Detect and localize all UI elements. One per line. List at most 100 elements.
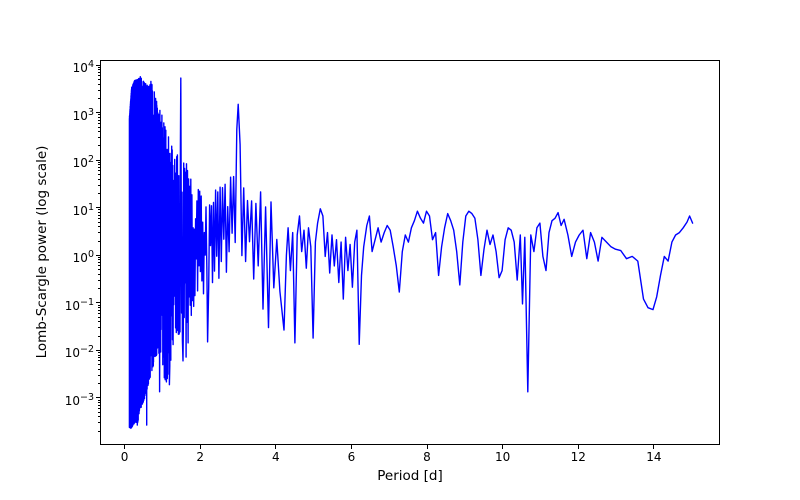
y-minor-tick-mark	[98, 211, 100, 213]
y-minor-tick-mark	[98, 416, 100, 418]
y-minor-tick-mark	[98, 114, 100, 116]
y-tick-mark	[96, 302, 100, 304]
y-minor-tick-mark	[98, 178, 100, 180]
y-minor-tick-mark	[98, 79, 100, 81]
y-minor-tick-mark	[98, 335, 100, 337]
y-minor-tick-mark	[98, 360, 100, 362]
y-minor-tick-mark	[98, 167, 100, 169]
y-tick-mark	[96, 254, 100, 256]
y-minor-tick-mark	[98, 122, 100, 124]
x-tick-mark	[426, 445, 428, 449]
y-minor-tick-mark	[98, 304, 100, 306]
y-minor-tick-mark	[98, 279, 100, 281]
y-minor-tick-mark	[98, 184, 100, 186]
y-minor-tick-mark	[98, 89, 100, 91]
x-tick-label: 2	[196, 450, 204, 464]
y-axis-label: Lomb-Scargle power (log scale)	[34, 145, 50, 359]
y-minor-tick-mark	[98, 407, 100, 409]
y-minor-tick-mark	[98, 383, 100, 385]
y-minor-tick-mark	[98, 309, 100, 311]
x-tick-label: 12	[570, 450, 586, 464]
y-minor-tick-mark	[98, 306, 100, 308]
y-minor-tick-mark	[98, 430, 100, 432]
y-minor-tick-mark	[98, 402, 100, 404]
y-minor-tick-mark	[98, 357, 100, 359]
y-tick-label: 102	[72, 154, 94, 171]
y-minor-tick-mark	[98, 116, 100, 118]
periodogram-line	[128, 76, 694, 430]
y-tick-mark	[96, 397, 100, 399]
y-minor-tick-mark	[98, 232, 100, 234]
y-minor-tick-mark	[98, 265, 100, 267]
y-tick-mark	[96, 112, 100, 114]
y-minor-tick-mark	[98, 174, 100, 176]
y-minor-tick-mark	[98, 352, 100, 354]
x-tick-mark	[275, 445, 277, 449]
y-minor-tick-mark	[98, 422, 100, 424]
y-minor-tick-mark	[98, 75, 100, 77]
x-tick-mark	[653, 445, 655, 449]
y-minor-tick-mark	[98, 69, 100, 71]
x-tick-label: 4	[271, 450, 280, 464]
y-tick-label: 10−3	[64, 391, 94, 408]
y-minor-tick-mark	[98, 119, 100, 121]
y-minor-tick-mark	[98, 217, 100, 219]
x-tick-mark	[199, 445, 201, 449]
y-minor-tick-mark	[98, 164, 100, 166]
x-tick-label: 8	[423, 450, 431, 464]
y-minor-tick-mark	[98, 288, 100, 290]
y-minor-tick-mark	[98, 145, 100, 147]
plot-area	[100, 60, 720, 445]
y-minor-tick-mark	[98, 257, 100, 259]
y-tick-label: 103	[72, 106, 94, 123]
y-tick-label: 101	[72, 201, 94, 218]
y-minor-tick-mark	[98, 226, 100, 228]
y-minor-tick-mark	[98, 137, 100, 139]
x-axis-label: Period [d]	[377, 468, 443, 484]
y-tick-label: 100	[72, 249, 94, 266]
x-tick-mark	[502, 445, 504, 449]
y-minor-tick-mark	[98, 364, 100, 366]
y-minor-tick-mark	[98, 214, 100, 216]
y-minor-tick-mark	[98, 221, 100, 223]
y-minor-tick-mark	[98, 312, 100, 314]
y-minor-tick-mark	[98, 273, 100, 275]
y-minor-tick-mark	[98, 66, 100, 68]
y-tick-mark	[96, 207, 100, 209]
y-tick-mark	[96, 159, 100, 161]
periodogram-curve-canvas	[128, 76, 694, 430]
y-tick-label: 104	[72, 59, 94, 76]
y-minor-tick-mark	[98, 368, 100, 370]
y-minor-tick-mark	[98, 316, 100, 318]
y-tick-label: 10−2	[64, 344, 94, 361]
y-minor-tick-mark	[98, 262, 100, 264]
y-minor-tick-mark	[98, 327, 100, 329]
y-minor-tick-mark	[98, 193, 100, 194]
y-minor-tick-mark	[98, 374, 100, 376]
y-minor-tick-mark	[98, 259, 100, 261]
x-tick-label: 0	[120, 450, 129, 464]
y-minor-tick-mark	[98, 209, 100, 211]
x-tick-label: 6	[347, 450, 356, 464]
x-tick-mark	[124, 445, 126, 449]
y-tick-mark	[96, 349, 100, 351]
x-tick-label: 14	[646, 450, 662, 464]
y-minor-tick-mark	[98, 269, 100, 271]
y-minor-tick-mark	[98, 399, 100, 401]
y-minor-tick-mark	[98, 240, 100, 242]
y-minor-tick-mark	[98, 170, 100, 172]
y-minor-tick-mark	[98, 83, 100, 85]
x-tick-mark	[350, 445, 352, 449]
y-minor-tick-mark	[98, 411, 100, 413]
y-minor-tick-mark	[98, 321, 100, 323]
y-minor-tick-mark	[98, 354, 100, 356]
y-minor-tick-mark	[98, 161, 100, 163]
y-minor-tick-mark	[98, 131, 100, 133]
y-minor-tick-mark	[98, 404, 100, 406]
y-tick-mark	[96, 64, 100, 66]
y-tick-label: 10−1	[64, 296, 94, 313]
y-minor-tick-mark	[98, 72, 100, 74]
x-tick-label: 10	[494, 450, 511, 464]
y-minor-tick-mark	[98, 126, 100, 128]
